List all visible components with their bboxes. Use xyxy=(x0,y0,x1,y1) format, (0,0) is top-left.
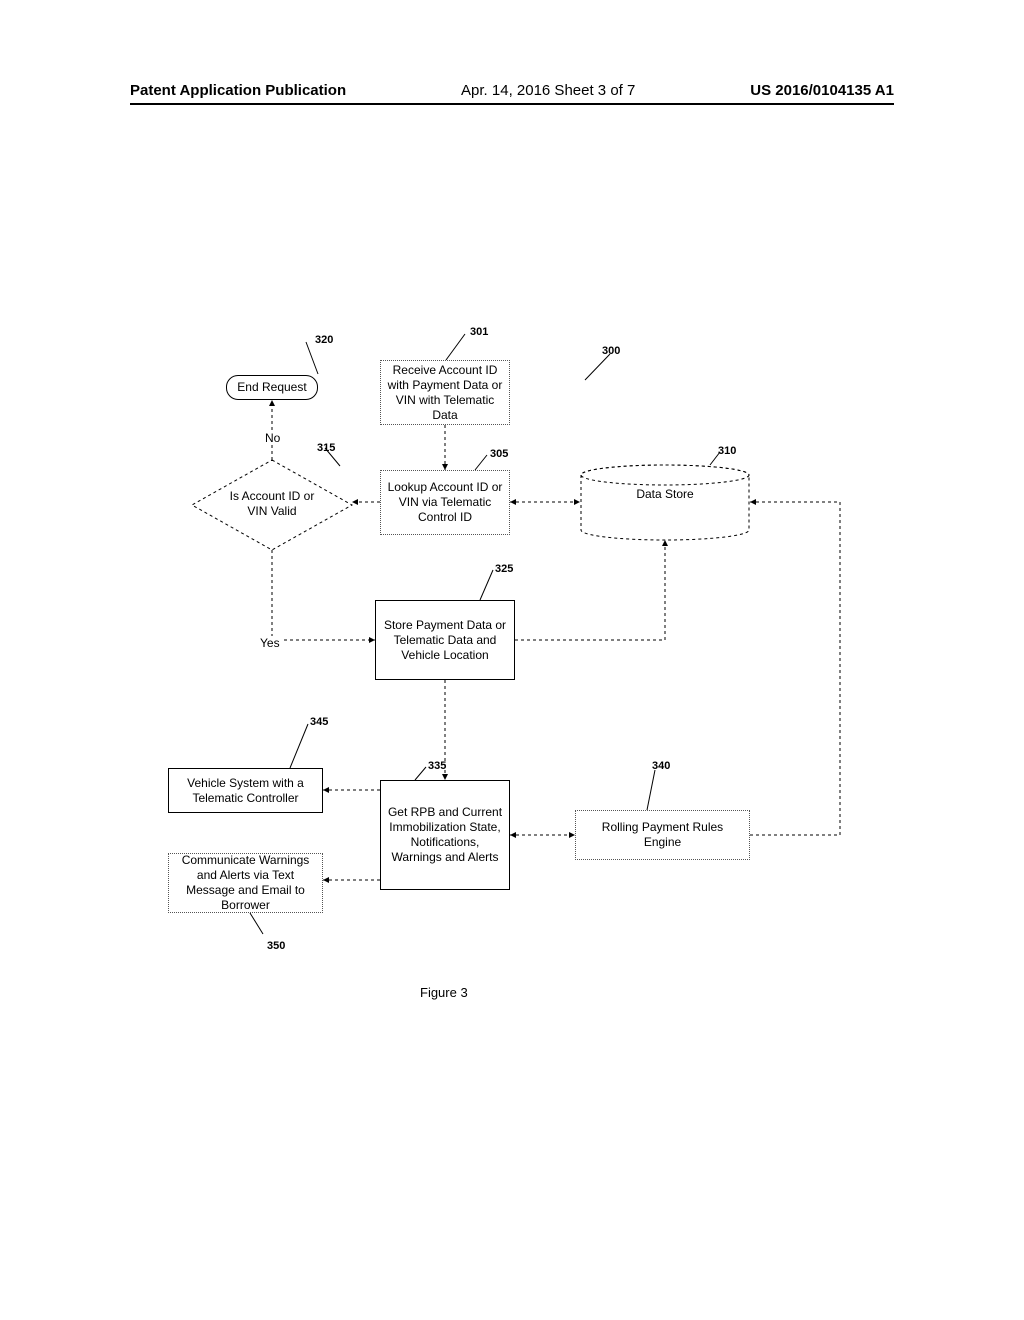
ref-300: 300 xyxy=(602,345,620,357)
node-get-rpb-text: Get RPB and Current Immobilization State… xyxy=(387,805,503,865)
node-vehicle-system-text: Vehicle System with a Telematic Controll… xyxy=(175,776,316,806)
node-lookup: Lookup Account ID or VIN via Telematic C… xyxy=(380,470,510,535)
node-get-rpb: Get RPB and Current Immobilization State… xyxy=(380,780,510,890)
page: Patent Application Publication Apr. 14, … xyxy=(0,0,1024,1320)
node-store-payment: Store Payment Data or Telematic Data and… xyxy=(375,600,515,680)
header-right: US 2016/0104135 A1 xyxy=(750,82,894,99)
label-no: No xyxy=(263,431,282,445)
ref-345: 345 xyxy=(310,716,328,728)
ref-310: 310 xyxy=(718,445,736,457)
header-center: Apr. 14, 2016 Sheet 3 of 7 xyxy=(461,82,635,99)
node-decision-valid-text: Is Account ID or VIN Valid xyxy=(220,489,324,519)
header-left: Patent Application Publication xyxy=(130,82,346,99)
ref-315: 315 xyxy=(317,442,335,454)
node-end-request-text: End Request xyxy=(237,380,306,395)
node-end-request: End Request xyxy=(226,375,318,400)
ref-335: 335 xyxy=(428,760,446,772)
node-vehicle-system: Vehicle System with a Telematic Controll… xyxy=(168,768,323,813)
node-communicate-warnings-text: Communicate Warnings and Alerts via Text… xyxy=(175,853,316,913)
node-receive-account-text: Receive Account ID with Payment Data or … xyxy=(387,363,503,423)
node-decision-valid: Is Account ID or VIN Valid xyxy=(192,460,352,550)
ref-301: 301 xyxy=(470,326,488,338)
label-yes: Yes xyxy=(258,636,282,650)
ref-325: 325 xyxy=(495,563,513,575)
ref-320: 320 xyxy=(315,334,333,346)
page-header: Patent Application Publication Apr. 14, … xyxy=(130,82,894,105)
node-lookup-text: Lookup Account ID or VIN via Telematic C… xyxy=(387,480,503,525)
node-store-payment-text: Store Payment Data or Telematic Data and… xyxy=(382,618,508,663)
node-rules-engine: Rolling Payment Rules Engine xyxy=(575,810,750,860)
node-receive-account: Receive Account ID with Payment Data or … xyxy=(380,360,510,425)
node-communicate-warnings: Communicate Warnings and Alerts via Text… xyxy=(168,853,323,913)
ref-340: 340 xyxy=(652,760,670,772)
node-data-store-text: Data Store xyxy=(636,487,693,502)
node-rules-engine-text: Rolling Payment Rules Engine xyxy=(582,820,743,850)
ref-305: 305 xyxy=(490,448,508,460)
figure-caption: Figure 3 xyxy=(420,985,468,1000)
node-data-store: Data Store xyxy=(580,465,750,540)
ref-350: 350 xyxy=(267,940,285,952)
flowchart: End Request Receive Account ID with Paym… xyxy=(130,320,890,1020)
